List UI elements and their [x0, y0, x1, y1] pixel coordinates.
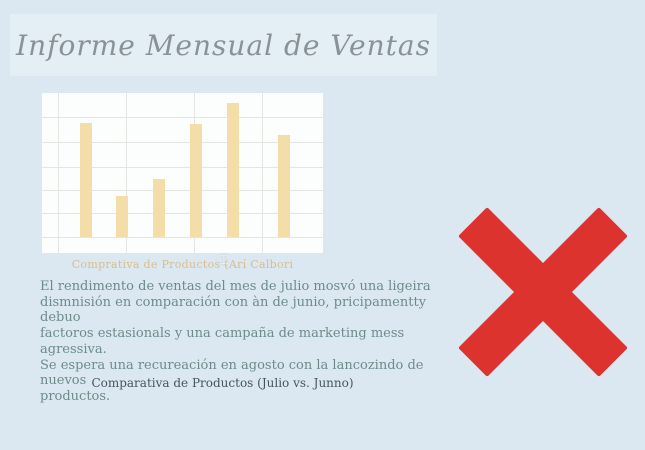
paragraph-line: factoros estasionals y una campaña de ma… — [40, 326, 405, 357]
paragraph-line: dismnisión en comparación con àn de juni… — [40, 294, 427, 326]
paragraph-line: Se espera una recureación en agosto con … — [40, 357, 424, 389]
gridline-horizontal — [42, 167, 323, 168]
header-band: Informe Mensual de Ventas — [10, 14, 437, 76]
bar-chart — [42, 93, 323, 253]
footer-caption: Comparativa de Productos (Julio vs. Junn… — [91, 376, 354, 390]
gridline-horizontal — [42, 142, 323, 143]
gridline-horizontal — [42, 190, 323, 191]
gridline-horizontal — [42, 237, 323, 238]
bar — [80, 123, 92, 237]
bar — [116, 196, 128, 237]
paragraph-line: productos. — [40, 388, 111, 404]
bar — [190, 124, 202, 237]
chart-caption[interactable]: Comprativa de Productos (Arí Calbori — [71, 258, 294, 271]
body-paragraph: El rendimento de ventas del mes de julio… — [40, 279, 452, 405]
gridline-vertical — [262, 93, 263, 253]
paragraph-line: El rendimento de ventas del mes de julio… — [40, 279, 431, 294]
gridline-vertical — [58, 93, 59, 253]
bar — [227, 103, 239, 237]
gridline-vertical — [126, 93, 127, 253]
bar — [278, 135, 290, 237]
text-cursor-icon: ⌶ — [220, 253, 228, 268]
gridline-horizontal — [42, 117, 323, 118]
error-x-icon — [458, 207, 628, 377]
bar — [153, 179, 165, 237]
chart-caption-wrap: Comprativa de Productos (Arí Calbori ⌶ — [42, 253, 323, 271]
gridline-horizontal — [42, 213, 323, 214]
page-title: Informe Mensual de Ventas — [16, 28, 431, 62]
